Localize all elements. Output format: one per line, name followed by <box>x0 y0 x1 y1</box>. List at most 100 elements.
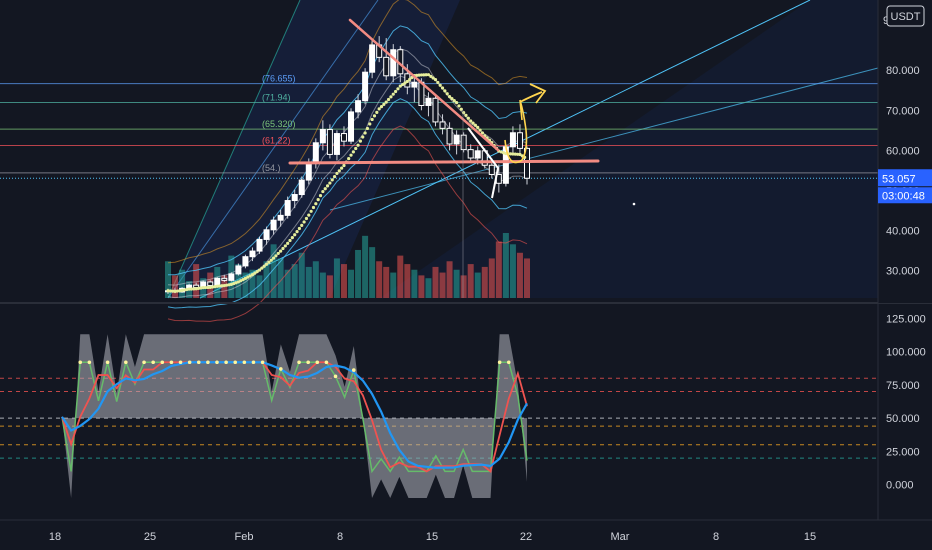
volume-bar <box>263 261 270 298</box>
volume-bar <box>383 266 390 298</box>
overbought-dot <box>196 360 201 365</box>
moving-average-dot <box>171 289 175 293</box>
moving-average-dot <box>424 73 428 77</box>
volume-bar <box>488 258 495 298</box>
time-axis[interactable]: 18 25 Feb 8 15 22 Mar 8 15 <box>0 519 932 543</box>
candle-body <box>432 97 439 123</box>
time-tick-label: 18 <box>49 531 61 543</box>
moving-average-dot <box>307 213 311 217</box>
downtrend-drawing <box>348 18 500 152</box>
volume-bar <box>172 275 179 298</box>
overbought-dot <box>224 360 228 365</box>
moving-average-dot <box>419 73 424 77</box>
moving-average-dot <box>286 241 290 245</box>
currency-badge[interactable]: USDT <box>886 5 925 27</box>
moving-average-dot <box>201 286 205 290</box>
volume-bar <box>502 233 509 298</box>
candle-body <box>488 164 495 175</box>
moving-average-dot <box>274 254 278 258</box>
candle-body <box>474 150 481 159</box>
moving-average-dot <box>443 89 447 93</box>
moving-average-dot <box>408 77 412 82</box>
time-tick-label: Feb <box>235 531 254 543</box>
last-price-value: 53.057 <box>882 173 916 185</box>
volume-bar <box>305 266 312 298</box>
moving-average-dot <box>332 175 337 179</box>
moving-average-dot <box>452 99 456 103</box>
time-tick-label: 8 <box>713 531 719 543</box>
moving-average-dot <box>330 178 334 182</box>
moving-average-dot <box>396 87 400 91</box>
moving-average-dot <box>215 284 219 288</box>
moving-average-dot <box>199 286 203 290</box>
candle-body <box>446 127 453 145</box>
inner-band-lower <box>167 75 528 299</box>
price-axis[interactable]: 80.000 70.000 60.000 50.000 40.000 30.000 9 <box>877 0 932 520</box>
moving-average-dot <box>459 107 463 111</box>
overbought-dot <box>78 360 83 365</box>
oscillator-tick-label: 0.000 <box>886 480 914 492</box>
candle-body <box>256 238 263 252</box>
overbought-dot <box>251 360 256 365</box>
moving-average-dot <box>370 117 374 122</box>
oscillator-slow-line <box>61 361 528 469</box>
moving-average-dot <box>189 287 194 291</box>
moving-average-dot <box>297 226 301 231</box>
volume-bar <box>348 269 355 298</box>
moving-average-dot <box>337 169 341 173</box>
moving-average-dot <box>513 152 517 156</box>
candle-body <box>242 256 249 267</box>
moving-average-dot <box>227 283 231 287</box>
volume-bar <box>326 275 333 298</box>
moving-average-dot <box>293 233 297 237</box>
candle-body <box>355 100 362 113</box>
price-axis-background <box>878 0 932 303</box>
oscillator-tick-label: 25.000 <box>886 446 920 458</box>
price-tick-label: 30.000 <box>886 266 920 278</box>
middle-band-upper <box>167 25 528 276</box>
cursor-dot <box>632 202 636 206</box>
candle-body <box>340 133 347 142</box>
white-swing-drawing <box>467 127 500 199</box>
volume-bar <box>524 258 530 298</box>
moving-average-dot <box>415 73 419 77</box>
moving-average-dot <box>283 244 287 248</box>
candle-body <box>390 49 397 77</box>
moving-average-dot <box>243 276 248 280</box>
moving-average-dot <box>316 198 320 202</box>
overbought-dot <box>87 360 92 365</box>
candle-body <box>509 132 516 148</box>
overbought-dot <box>142 360 146 365</box>
volume-bar <box>425 278 432 298</box>
moving-average-dot <box>372 114 377 118</box>
moving-average-dot <box>363 131 367 135</box>
moving-average-dot <box>365 126 370 131</box>
price-tick-label: 80.000 <box>886 65 920 77</box>
candle-body <box>298 179 305 196</box>
moving-average-dot <box>269 258 273 262</box>
moving-average-dot <box>168 289 172 293</box>
moving-average-dot <box>276 251 280 256</box>
moving-average-dot <box>445 92 449 96</box>
oscillator-axis[interactable]: 125.000 100.000 75.000 50.000 25.000 0.000 <box>886 313 926 491</box>
oscillator-histogram-area <box>62 334 527 499</box>
oscillator-pane[interactable] <box>0 334 878 499</box>
moving-average-dot <box>398 84 402 88</box>
moving-average-dot <box>208 285 212 289</box>
price-pane[interactable]: (76.655) (71.94) (65.320) (61.22) (54.) <box>0 0 879 322</box>
moving-average-dot <box>302 220 306 224</box>
candle-body <box>333 133 340 155</box>
moving-average-dot <box>267 260 271 264</box>
overbought-dot <box>497 360 502 365</box>
overbought-dot <box>187 360 192 365</box>
volume-bar <box>397 255 404 298</box>
moving-average-dot <box>206 285 210 290</box>
candle-body <box>249 250 256 258</box>
moving-average-dot <box>377 107 381 111</box>
moving-average-dot <box>246 275 250 279</box>
volume-bar <box>333 258 340 298</box>
time-tick-label: 25 <box>144 531 156 543</box>
moving-average-dot <box>203 285 208 290</box>
moving-average-dot <box>257 268 262 272</box>
